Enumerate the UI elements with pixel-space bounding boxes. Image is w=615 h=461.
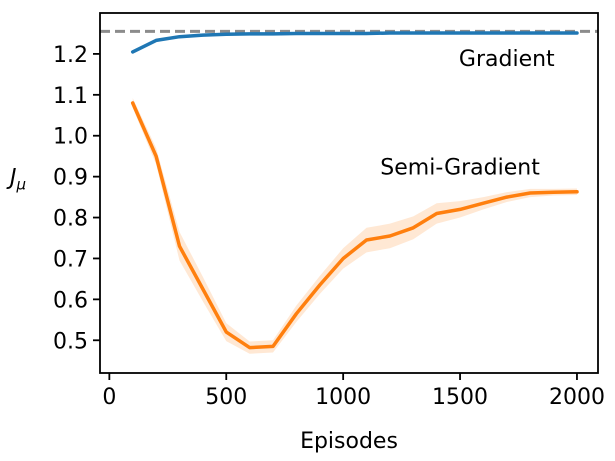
x-tick-label: 0 xyxy=(102,385,116,410)
y-tick-label: 0.7 xyxy=(53,247,88,272)
y-tick-label: 1.1 xyxy=(53,84,88,109)
plot-spines xyxy=(99,12,599,374)
x-tick-label: 2000 xyxy=(549,385,605,410)
annotation-semi-gradient: Semi-Gradient xyxy=(380,155,540,180)
y-tick-label: 0.6 xyxy=(53,288,88,313)
y-tick-label: 0.8 xyxy=(53,207,88,232)
y-axis-label: Jμ xyxy=(6,166,26,194)
x-tick-label: 1500 xyxy=(432,385,488,410)
x-axis-label: Episodes xyxy=(300,429,398,454)
annotation-gradient: Gradient xyxy=(459,47,555,72)
confidence-band-semi-gradient xyxy=(132,98,577,354)
y-tick-label: 1.2 xyxy=(53,43,88,68)
series-line-semi-gradient xyxy=(130,101,579,350)
y-tick-label: 0.5 xyxy=(53,329,88,354)
y-tick-label: 1.0 xyxy=(53,125,88,150)
x-tick-label: 1000 xyxy=(315,385,371,410)
x-tick-label: 500 xyxy=(205,385,247,410)
y-tick-label: 0.9 xyxy=(53,166,88,191)
series-line-gradient xyxy=(130,31,579,54)
